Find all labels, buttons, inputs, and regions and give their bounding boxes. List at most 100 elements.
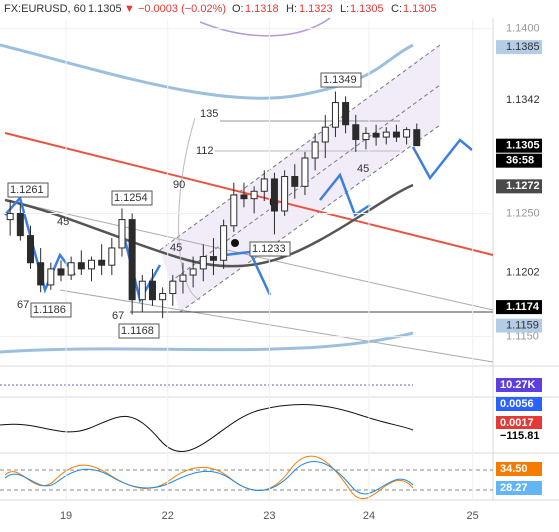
candle-body (87, 259, 95, 270)
annotation: 1.1186 (33, 304, 66, 316)
candle-body (98, 259, 106, 266)
annotation-box (111, 190, 153, 206)
last-price: 1.1305 (88, 3, 122, 15)
annotation: 1.1261 (10, 184, 44, 196)
candle-body (260, 178, 268, 192)
x-tick-label: 22 (162, 510, 174, 522)
candle-body (270, 178, 278, 212)
candle-body (321, 126, 329, 143)
drawings (0, 17, 494, 363)
candle-body (47, 268, 55, 286)
annotation: 1.1168 (121, 325, 154, 337)
price-badge-label: 1.1272 (506, 180, 540, 192)
macd-line (0, 404, 414, 453)
y-tick-label: 1.1400 (506, 23, 540, 35)
annotation: 1.1233 (252, 243, 286, 255)
channel-line (159, 44, 441, 251)
candle-body (331, 102, 339, 128)
x-tick-label: 19 (60, 510, 72, 522)
stoch-line (4, 461, 414, 495)
annotation: 45 (57, 216, 69, 228)
price-badge-label: 1.1305 (506, 140, 540, 152)
candle-body (291, 175, 299, 187)
candle-body (311, 141, 319, 159)
channel-fill (160, 45, 440, 312)
indicator-badge (496, 481, 542, 495)
price-badge-label: 1.1385 (506, 41, 540, 53)
indicator-badge-label: 28.27 (500, 482, 528, 494)
candle-body (189, 268, 197, 276)
candle-body (128, 219, 136, 301)
candle-body (57, 268, 65, 276)
annotation: 67 (112, 310, 124, 322)
indicator-badge-label: 34.50 (500, 463, 528, 475)
price-badge (496, 40, 542, 55)
candle-body (37, 262, 45, 286)
candle-body (209, 256, 217, 261)
price-badge (496, 318, 542, 333)
candle-body (372, 132, 380, 138)
price-badge-label: 1.1174 (506, 301, 540, 313)
candle-body (26, 235, 34, 264)
indicator-badge (496, 429, 542, 443)
header: FX:EURUSD, 60 1.1305 ▼ −0.0003 (−0.02%) … (4, 3, 437, 15)
candle-body (352, 124, 360, 141)
symbol: FX:EURUSD, 60 (4, 3, 86, 15)
candle-body (108, 247, 116, 266)
candle-body (6, 212, 14, 221)
indicator-badge-label: 0.0056 (500, 398, 534, 410)
x-tick-label: 24 (363, 510, 375, 522)
panes (0, 18, 559, 501)
band-line (199, 17, 331, 37)
annotation: 45 (170, 242, 182, 254)
annotation: 1.1349 (323, 74, 357, 86)
countdown: 36:58 (506, 155, 534, 167)
candle-body (67, 262, 75, 276)
candle-body (169, 280, 177, 295)
sub-panes (0, 384, 493, 499)
annotation: 1.1254 (114, 192, 148, 204)
annotation-box (249, 241, 291, 257)
x-tick-label: 25 (467, 510, 479, 522)
candle-body (403, 129, 411, 138)
candle-body (199, 256, 207, 270)
annotation: 45 (357, 163, 369, 175)
candle-body (250, 190, 258, 200)
indicator-badge-label: −115.81 (500, 430, 539, 442)
ohlc-label: H: (286, 3, 297, 15)
ohlc-label: O: (232, 3, 244, 15)
band-line (0, 43, 414, 100)
annotation: 67 (17, 299, 29, 311)
candle-body (77, 262, 85, 270)
stoch-line (4, 455, 414, 499)
candle-body (148, 280, 156, 301)
candle-body (138, 280, 146, 301)
channel-line (179, 124, 441, 313)
trend-line (4, 199, 494, 311)
annotation: 135 (200, 108, 218, 120)
price-badge-label: 1.1159 (506, 319, 539, 331)
candle-body (392, 131, 400, 138)
countdown-badge (496, 153, 542, 168)
ohlc-value: 1.1323 (299, 3, 333, 15)
candle-body (342, 102, 350, 126)
annotation-box (30, 302, 72, 318)
ohlc-label: L: (340, 3, 349, 15)
ohlc-value: 1.1305 (350, 3, 384, 15)
ohlc-value: 1.1318 (245, 3, 279, 15)
price-badge (496, 265, 542, 280)
annotation: 90 (173, 179, 185, 191)
annotation: 112 (196, 145, 214, 157)
band-line (0, 331, 414, 354)
annotation-box (118, 323, 160, 339)
price-badge-label: 1.1202 (506, 266, 540, 278)
indicator-badge (496, 397, 542, 411)
candle-body (413, 129, 421, 147)
indicator-badge (496, 462, 542, 476)
annotation-box (320, 72, 362, 88)
candle-body (159, 293, 167, 301)
candle-body (281, 175, 289, 212)
price-badge-label: 1.1342 (506, 94, 540, 106)
y-tick-label: 1.1250 (506, 207, 540, 219)
